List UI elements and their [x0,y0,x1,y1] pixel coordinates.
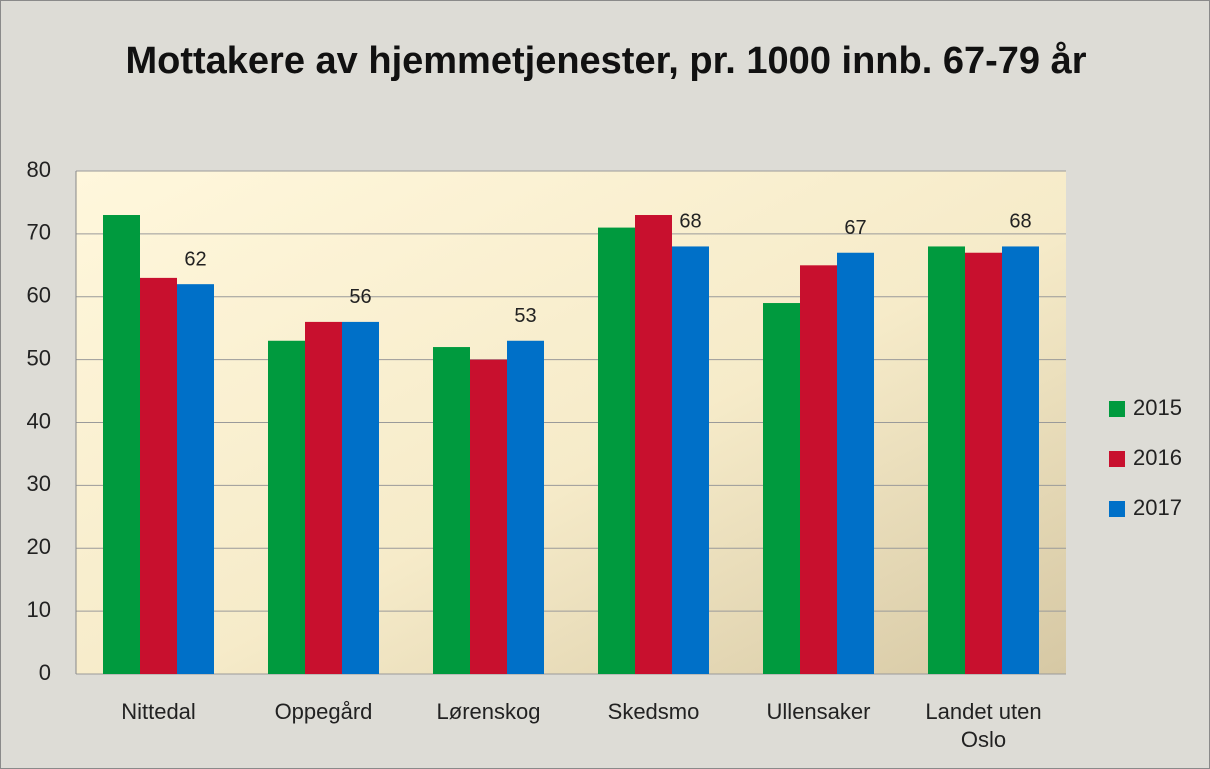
legend-label: 2016 [1133,445,1182,470]
bar [470,359,507,674]
x-tick-label: Oppegård [274,699,373,724]
legend-swatch [1109,501,1125,517]
bar [103,215,140,674]
x-tick-label: Skedsmo [607,699,700,724]
y-tick-label: 80 [27,157,51,182]
y-tick-label: 0 [39,660,51,685]
bar [177,284,214,674]
y-tick-label: 70 [27,220,51,245]
chart-title: Mottakere av hjemmetjenester, pr. 1000 i… [125,40,1087,82]
y-tick-label: 10 [27,597,51,622]
legend-swatch [1109,401,1125,417]
y-tick-label: 50 [27,345,51,370]
bar [965,252,1002,675]
legend-swatch [1109,451,1125,467]
bar [507,340,544,674]
y-tick-label: 60 [27,283,51,308]
y-tick-label: 20 [27,534,51,559]
y-tick-label: 40 [27,408,51,433]
bar [140,277,177,674]
data-label: 68 [679,211,701,233]
x-tick-label: Lørenskog [436,699,541,724]
bar [598,227,635,674]
x-tick-label: Landet uten Oslo [925,699,1042,752]
bar [635,215,672,674]
data-label: 68 [1009,211,1031,233]
bar [305,321,342,674]
bar [1002,246,1039,674]
data-label: 67 [844,217,866,239]
data-label: 56 [349,286,371,308]
bar [672,246,709,674]
x-tick-label: Ullensaker [766,699,871,724]
bar [268,340,305,674]
x-tick-label: Nittedal [121,699,196,724]
bar [800,265,837,674]
legend-label: 2017 [1133,495,1182,520]
y-tick-label: 30 [27,471,51,496]
bar [837,252,874,675]
bar [763,303,800,674]
data-label: 62 [184,248,206,270]
bar [342,321,379,674]
data-label: 53 [514,305,536,327]
legend-label: 2015 [1133,395,1182,420]
bar [433,347,470,674]
bar [928,246,965,674]
